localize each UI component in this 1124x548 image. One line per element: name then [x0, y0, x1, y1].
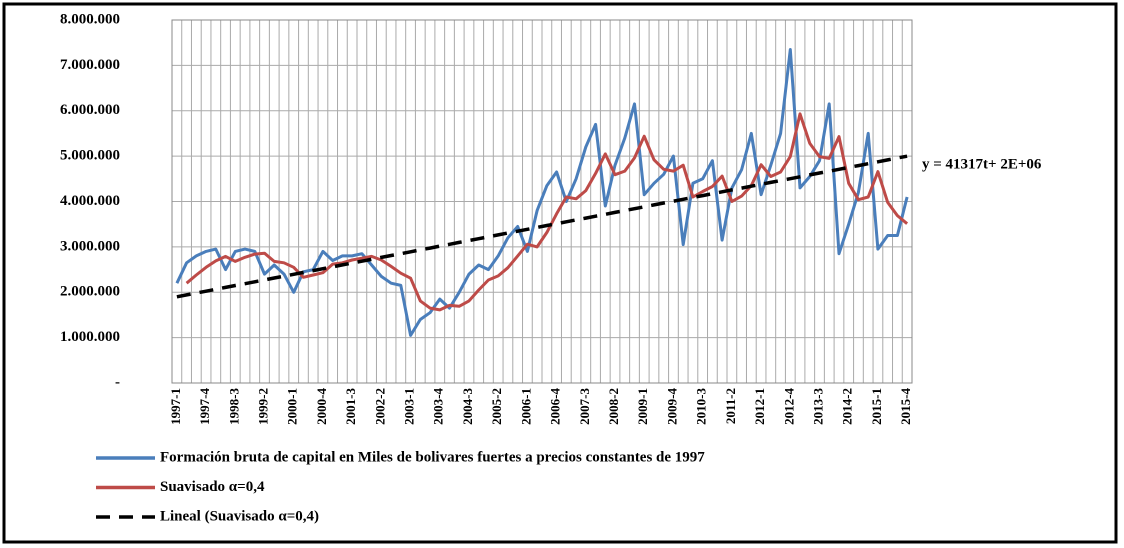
y-tick-label: 4.000.000: [60, 193, 120, 209]
y-tick-label: 2.000.000: [60, 284, 120, 300]
x-tick-label: 2011-2: [723, 388, 738, 424]
x-tick-label: 2009-4: [664, 388, 679, 425]
y-tick-label: 1.000.000: [60, 329, 120, 345]
legend-label: Suavisado α=0,4: [160, 479, 265, 495]
x-tick-label: 2000-1: [285, 388, 300, 425]
y-tick-label: 8.000.000: [60, 11, 120, 27]
x-tick-label: 2014-2: [840, 388, 855, 425]
x-tick-label: 2000-4: [314, 388, 329, 425]
legend-label: Formación bruta de capital en Miles de b…: [160, 449, 705, 465]
annotation: y = 41317t+ 2E+06: [922, 156, 1042, 172]
x-tick-label: 2013-3: [810, 388, 825, 425]
x-tick-label: 2002-2: [372, 388, 387, 425]
y-tick-label: 6.000.000: [60, 102, 120, 118]
x-tick-label: 2007-3: [577, 388, 592, 425]
plot-border: [171, 19, 913, 384]
series-line: [176, 154, 908, 299]
x-tick-label: 2010-3: [694, 388, 709, 425]
x-tick-label: 2006-4: [548, 388, 563, 425]
series-line: [175, 48, 909, 337]
x-tick-label: 2006-1: [518, 388, 533, 425]
x-tick-label: 2005-2: [489, 388, 504, 425]
legend-label: Lineal (Suavisado α=0,4): [160, 508, 319, 524]
x-tick-label: 1997-1: [168, 388, 183, 425]
x-tick-label: 1998-3: [226, 388, 241, 425]
series-line: [185, 112, 909, 312]
y-tick-label: 7.000.000: [60, 57, 120, 73]
x-tick-label: 1997-4: [197, 388, 212, 425]
x-tick-label: 2003-4: [431, 388, 446, 425]
x-tick-label: 2004-3: [460, 388, 475, 425]
y-tick-label: -: [115, 374, 120, 390]
x-tick-label: 2015-1: [869, 388, 884, 425]
y-tick-label: 3.000.000: [60, 238, 120, 254]
x-tick-label: 2012-1: [752, 388, 767, 425]
x-tick-label: 2012-4: [781, 388, 796, 425]
x-tick-label: 2008-2: [606, 388, 621, 425]
x-tick-label: 2015-4: [898, 388, 913, 425]
x-tick-label: 2009-1: [635, 388, 650, 425]
x-tick-label: 2001-3: [343, 388, 358, 425]
y-tick-label: 5.000.000: [60, 148, 120, 164]
x-tick-label: 2003-1: [402, 388, 417, 425]
x-tick-label: 1999-2: [255, 388, 270, 425]
